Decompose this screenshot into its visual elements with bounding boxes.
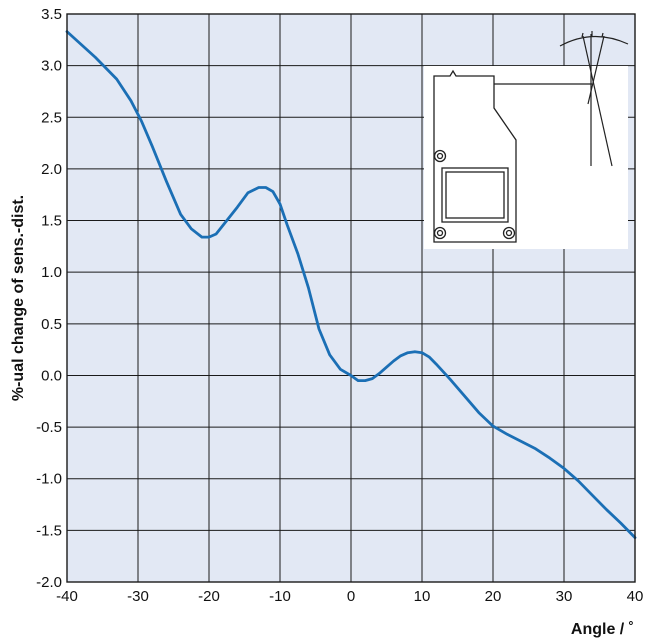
x-tick-label: 20 [485, 588, 502, 605]
x-tick-label: -30 [127, 588, 149, 605]
sensor-window-inner [445, 171, 505, 219]
x-tick-label: -40 [56, 588, 78, 605]
y-tick-label: 2.0 [41, 161, 62, 178]
y-tick-label: -2.0 [36, 574, 62, 591]
y-tick-label: 3.5 [41, 6, 62, 23]
y-tick-label: 1.0 [41, 264, 62, 281]
y-tick-label: -1.5 [36, 522, 62, 539]
tilted-line-right [587, 35, 605, 105]
sensor-drawing [433, 69, 517, 243]
arc-tick-1 [581, 32, 584, 38]
x-tick-label: 30 [556, 588, 573, 605]
x-tick-label: -20 [198, 588, 220, 605]
y-tick-label: 0.0 [41, 367, 62, 384]
sensor-inset [424, 31, 629, 249]
x-axis-title: Angle / ˚ [571, 621, 634, 638]
arc-tick-3 [601, 32, 604, 38]
x-tick-label: 0 [347, 588, 355, 605]
tilted-line-left [582, 35, 613, 167]
x-tick-label: 40 [627, 588, 644, 605]
plot-frame [66, 13, 636, 583]
y-tick-label: 2.5 [41, 109, 62, 126]
y-tick-label: -1.0 [36, 471, 62, 488]
x-tick-label: -10 [269, 588, 291, 605]
series-line [65, 30, 637, 539]
sensor-screw-bottom-right-inner [505, 229, 513, 237]
sensor-screw-bottom-left-inner [436, 229, 444, 237]
y-tick-label: 1.5 [41, 213, 62, 230]
tilt-diagram [494, 31, 629, 167]
y-tick-label: 3.0 [41, 58, 62, 75]
y-tick-label: 0.5 [41, 316, 62, 333]
sensor-screw-top-inner [436, 152, 444, 160]
y-tick-label: -0.5 [36, 419, 62, 436]
x-tick-label: 10 [414, 588, 431, 605]
y-axis-title: %-ual change of sens.-dist. [10, 195, 27, 401]
tick-labels: -40 -30 -20 -10 0 10 20 30 40 -2.0 -1.5 -1.0 -0.5 0.0… [36, 6, 643, 605]
angle-arc [559, 35, 629, 47]
